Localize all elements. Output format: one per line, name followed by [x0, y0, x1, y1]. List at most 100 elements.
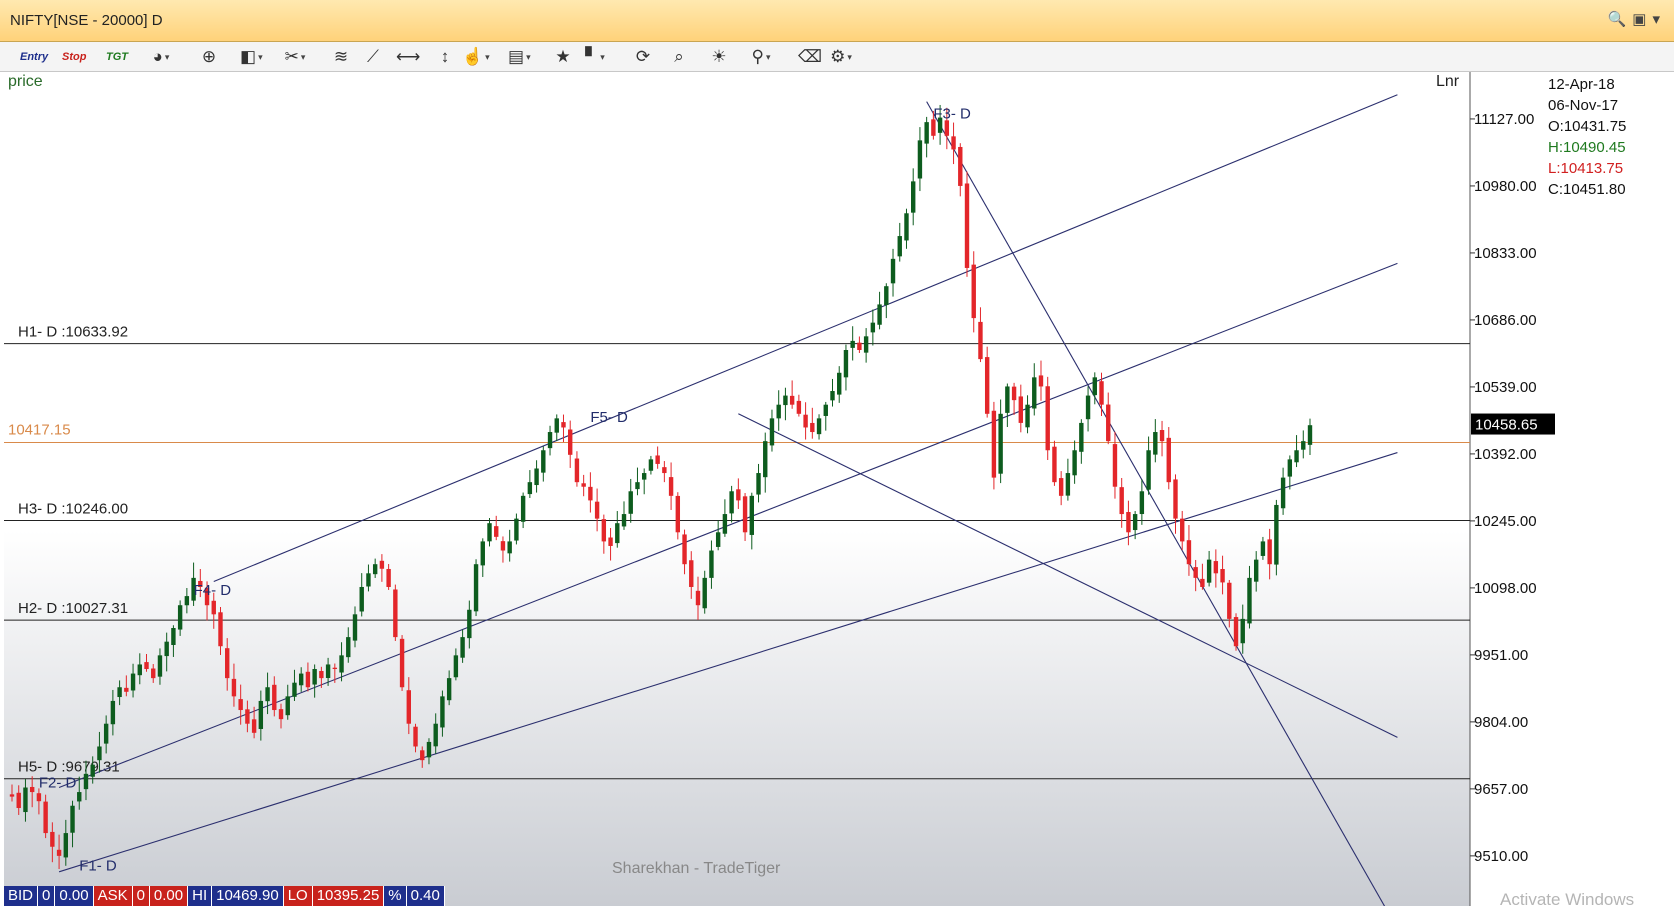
candle-body	[312, 669, 317, 685]
chart-canvas[interactable]: price Lnr H1- D :10633.92 H3- D :10246.00…	[4, 72, 1674, 906]
price-chart[interactable]: price Lnr H1- D :10633.92 H3- D :10246.00…	[4, 72, 1674, 906]
candle-body	[635, 482, 640, 490]
candle-body	[1206, 559, 1212, 583]
candle-body	[117, 687, 122, 698]
candle-body	[1193, 567, 1198, 578]
search-icon[interactable]: ⚲ ▾	[751, 47, 771, 66]
candle-body	[1052, 446, 1057, 483]
candle-body	[884, 286, 889, 306]
trend-pattern-icon[interactable]: ≋	[333, 47, 349, 66]
delete-icon[interactable]: ⌫	[798, 47, 823, 66]
candle-body	[406, 690, 411, 724]
candle-body	[366, 573, 371, 587]
trendline-icon[interactable]: ⟋	[367, 47, 379, 66]
level-label: H2- D :10027.31	[18, 600, 128, 617]
crosshair-icon[interactable]: ⊕	[201, 47, 217, 66]
y-tick-label: 11127.00	[1474, 111, 1534, 128]
candle-body	[265, 687, 270, 702]
vertical-line-icon[interactable]: ↕	[440, 47, 450, 66]
candle-body	[803, 414, 808, 428]
candle-body	[386, 568, 391, 587]
pivot-point-label: F4- D	[194, 582, 232, 599]
indicator-icon[interactable]: ◕ ▾	[152, 47, 170, 66]
quote-statusbar: BID 0 0.00 ASK 0 0.00 HI 10469.90 LO 103…	[4, 886, 445, 906]
candle-body	[473, 564, 479, 612]
hand-icon[interactable]: ☝ ▾	[462, 47, 490, 66]
cut-icon[interactable]: ✂ ▾	[284, 47, 306, 66]
candle-body	[23, 787, 28, 813]
candle-body	[440, 696, 445, 728]
window-title: NIFTY[NSE - 20000] D	[10, 12, 163, 29]
candle-body	[1146, 450, 1151, 490]
candle-body	[911, 181, 916, 213]
candle-body	[500, 541, 506, 551]
scale-mode-label[interactable]: Lnr	[1436, 73, 1460, 90]
candle-body	[655, 455, 660, 464]
y-tick-label: 9510.00	[1474, 848, 1528, 865]
candle-body	[211, 600, 216, 615]
candle-body	[339, 655, 344, 673]
candle-body	[1186, 540, 1192, 565]
candle-body	[83, 773, 89, 790]
bid-label: BID	[4, 886, 39, 906]
candle-body	[164, 641, 169, 657]
chevron-down-icon[interactable]: ▾	[1652, 11, 1666, 28]
candle-body	[420, 750, 425, 761]
candle-body	[1092, 377, 1097, 396]
candle-body	[850, 340, 855, 348]
search-icon[interactable]: 🔍	[1607, 11, 1633, 28]
restore-icon[interactable]: ▣	[1632, 11, 1653, 28]
candle-body	[857, 342, 862, 350]
book-icon[interactable]: ▤ ▾	[508, 47, 531, 66]
candle-body	[554, 418, 559, 433]
candle-body	[151, 668, 156, 679]
candle-body	[823, 404, 828, 416]
entry-button[interactable]: Entry	[20, 51, 49, 63]
candle-body	[689, 560, 694, 587]
chart-toolbar: Entry Stop TGT ◕ ▾ ⊕ ◧ ▾ ✂ ▾ ≋ ⟋ ⟷ ↕ ☝ ▾ ▤ ▾ …	[0, 42, 1674, 72]
candle-body	[63, 833, 69, 858]
candle-body	[547, 432, 553, 449]
bid-price: 0.00	[55, 886, 94, 906]
settings-gear-icon[interactable]: ⚙ ▾	[830, 47, 852, 66]
candle-body	[16, 792, 21, 809]
candle-body	[204, 587, 210, 606]
candle-body	[830, 391, 835, 401]
candle-body	[675, 495, 681, 533]
candle-body	[352, 614, 358, 641]
candle-body	[29, 786, 35, 793]
candle-body	[890, 258, 896, 284]
ask-price: 0.00	[149, 886, 189, 906]
candle-body	[9, 794, 15, 797]
bar-chart-icon[interactable]: ▘ ▾	[585, 47, 605, 66]
candle-body	[1247, 577, 1252, 624]
ask-qty: 0	[132, 886, 150, 906]
stop-button[interactable]: Stop	[62, 51, 87, 63]
info-low: L:10413.75	[1548, 160, 1624, 177]
candle-body	[1032, 377, 1037, 409]
star-icon[interactable]: ★	[555, 47, 571, 66]
candle-body	[191, 577, 196, 601]
candle-body	[641, 473, 647, 480]
chart-type-icon[interactable]: ◧ ▾	[240, 47, 263, 66]
candle-body	[1227, 582, 1232, 619]
candle-body	[278, 709, 284, 720]
candle-body	[749, 495, 754, 535]
target-button[interactable]: TGT	[106, 51, 128, 63]
horizontal-line-icon[interactable]: ⟷	[396, 47, 421, 66]
candle-body	[695, 590, 701, 606]
alert-bell-icon[interactable]: ☀	[711, 47, 727, 66]
candle-body	[36, 793, 42, 802]
candle-body	[1159, 430, 1165, 442]
refresh-icon[interactable]: ⟳	[635, 47, 651, 66]
candle-body	[870, 322, 876, 333]
candle-body	[1220, 568, 1225, 583]
candle-body	[1253, 559, 1259, 582]
high-value: 10469.90	[212, 886, 284, 906]
candle-body	[393, 589, 398, 638]
y-tick-label: 10833.00	[1474, 245, 1537, 262]
candle-body	[231, 678, 237, 697]
candle-body	[1166, 437, 1171, 483]
zoom-tool-icon[interactable]: ⌕	[674, 47, 684, 66]
ask-label: ASK	[93, 886, 133, 906]
